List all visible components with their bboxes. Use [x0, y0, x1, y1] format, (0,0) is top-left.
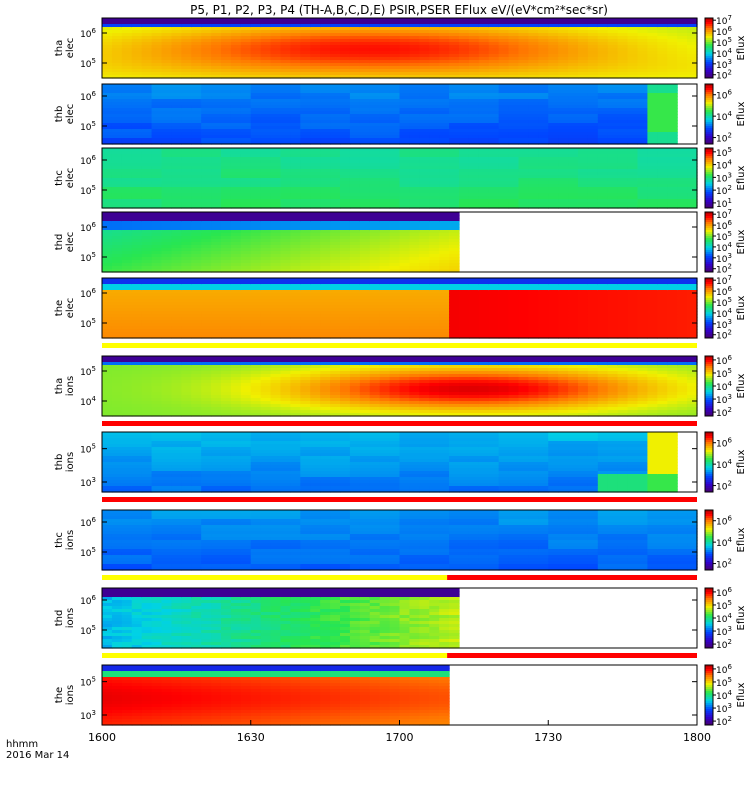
panel-label: thdelec [54, 232, 76, 253]
species-label: elec [65, 168, 76, 189]
colorbar-label: Eflux [736, 229, 747, 254]
probe-label: tha [54, 40, 65, 56]
heatmap-cells [102, 18, 698, 79]
probe-label: thc [54, 170, 65, 186]
colorbar-label: Eflux [736, 165, 747, 190]
panel-thb-elec: thbelec 106 105 106 104 102 Eflux [54, 84, 747, 145]
colorbar-tick-label: 102 [716, 184, 732, 197]
panel-label: thcelec [54, 168, 76, 189]
probe-label: thb [54, 106, 65, 123]
panel-label: thaelec [54, 38, 76, 59]
colorbar-tick-label: 104 [716, 159, 732, 172]
y-tick-label: 106 [80, 154, 96, 167]
colorbar-label: Eflux [736, 35, 747, 60]
colorbar-tick-label: 104 [716, 110, 732, 123]
species-label: elec [65, 38, 76, 59]
y-tick-label: 106 [80, 27, 96, 40]
colorbar: 106 104 102 Eflux [705, 84, 747, 145]
y-tick-label: 105 [80, 57, 96, 70]
colorbar-label: Eflux [736, 101, 747, 126]
colorbar-tick-label: 103 [716, 171, 732, 184]
heatmap-cells [102, 212, 460, 273]
probe-label: thd [54, 234, 65, 251]
chart-title: P5, P1, P2, P3, P4 (TH-A,B,C,D,E) PSIR,P… [190, 3, 608, 17]
y-tick-label: 105 [80, 184, 96, 197]
species-label: elec [65, 232, 76, 253]
colorbar-tick-label: 105 [716, 146, 732, 159]
y-tick-label: 106 [80, 221, 96, 234]
heatmap-cells [102, 84, 678, 145]
y-tick-label: 106 [80, 90, 96, 103]
colorbar-tick-label: 106 [716, 89, 732, 102]
heatmap-cells [102, 278, 698, 339]
heatmap-cells [102, 148, 698, 209]
y-tick-label: 105 [80, 251, 96, 264]
y-tick-label: 105 [80, 120, 96, 133]
panel-label: thbelec [54, 104, 76, 125]
species-label: elec [65, 104, 76, 125]
colorbar-tick-label: 102 [716, 132, 732, 145]
